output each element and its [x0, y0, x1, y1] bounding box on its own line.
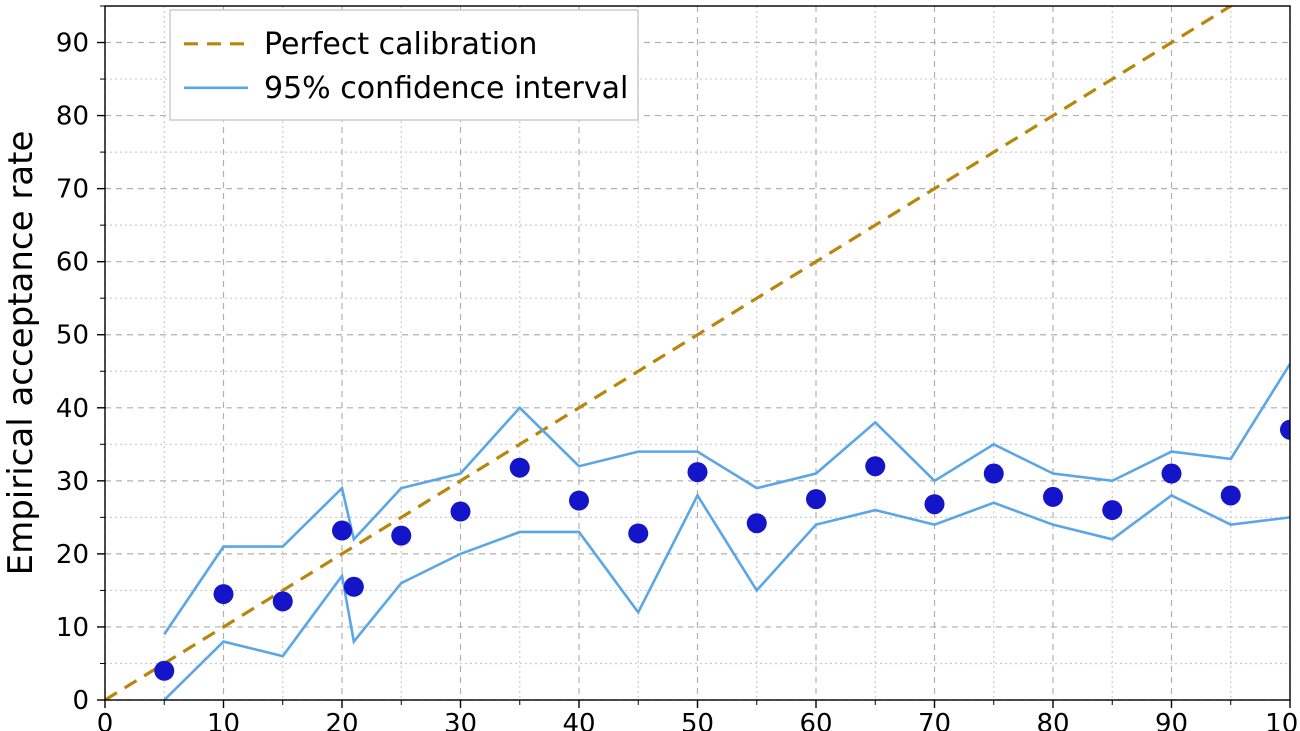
data-point: [273, 591, 293, 611]
data-point: [569, 491, 589, 511]
x-tick-label: 100: [1265, 709, 1300, 731]
x-tick-label: 90: [1155, 709, 1188, 731]
data-point: [865, 456, 885, 476]
y-tick-label: 50: [56, 321, 89, 351]
x-tick-label: 80: [1036, 709, 1069, 731]
y-tick-label: 30: [56, 467, 89, 497]
legend: Perfect calibration 95% confidence interv…: [170, 10, 638, 120]
data-point: [391, 526, 411, 546]
data-point: [154, 661, 174, 681]
y-tick-label: 40: [56, 394, 89, 424]
data-point: [1221, 485, 1241, 505]
x-tick-label: 10: [207, 709, 240, 731]
y-tick-label: 0: [72, 686, 89, 716]
y-tick-label: 10: [56, 613, 89, 643]
data-point: [344, 577, 364, 597]
y-axis-label: Empirical acceptance rate: [1, 131, 41, 576]
data-point: [925, 494, 945, 514]
y-tick-label: 90: [56, 29, 89, 59]
data-point: [214, 584, 234, 604]
chart-svg: 0 10 20 30 40 50 60 70 80 90 100 0 10 20 30 40 50 60 70 80 9…: [0, 0, 1300, 731]
data-point: [984, 464, 1004, 484]
x-tick-label: 40: [562, 709, 595, 731]
y-tick-label: 20: [56, 540, 89, 570]
legend-item-label: 95% confidence interval: [264, 71, 628, 106]
x-tick-label: 30: [444, 709, 477, 731]
data-point: [451, 502, 471, 522]
data-point: [628, 523, 648, 543]
x-tick-label: 0: [97, 709, 114, 731]
y-tick-label: 60: [56, 248, 89, 278]
x-tick-label: 50: [681, 709, 714, 731]
data-point: [806, 489, 826, 509]
x-tick-label: 20: [325, 709, 358, 731]
legend-item-label: Perfect calibration: [264, 27, 537, 62]
data-point: [1162, 464, 1182, 484]
data-point: [1102, 500, 1122, 520]
data-point: [747, 513, 767, 533]
data-point: [688, 462, 708, 482]
y-tick-label: 80: [56, 102, 89, 132]
data-point: [332, 521, 352, 541]
y-tick-label: 70: [56, 175, 89, 205]
data-point: [1043, 487, 1063, 507]
x-tick-label: 70: [918, 709, 951, 731]
calibration-chart: 0 10 20 30 40 50 60 70 80 90 100 0 10 20 30 40 50 60 70 80 9…: [0, 0, 1300, 731]
x-tick-label: 60: [799, 709, 832, 731]
data-point: [510, 458, 530, 478]
